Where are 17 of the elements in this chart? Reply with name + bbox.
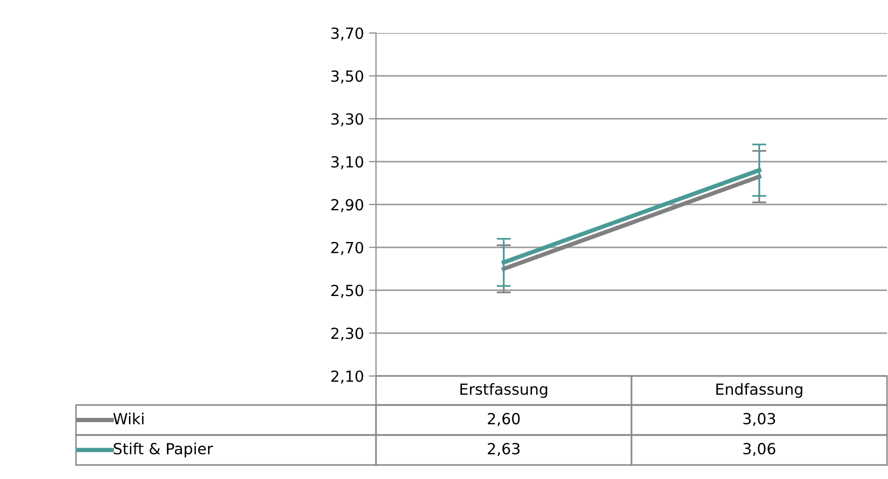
y-tick-label: 3,10 xyxy=(331,156,364,170)
y-tick-label: 3,30 xyxy=(331,113,364,126)
y-tick-label: 2,90 xyxy=(331,198,364,212)
data-label: 3,03 xyxy=(743,412,776,426)
y-tick-label: 2,10 xyxy=(331,370,364,384)
y-tick-label: 3,50 xyxy=(331,70,364,84)
data-label: 2,63 xyxy=(488,442,520,456)
y-tick-label: 2,30 xyxy=(331,328,364,341)
x-tick-label: Endfassung xyxy=(716,383,802,398)
y-tick-label: 3,70 xyxy=(331,27,364,41)
legend-label: Wiki xyxy=(113,412,144,424)
y-tick-label: 2,70 xyxy=(331,242,364,255)
data-label: 2,60 xyxy=(488,412,520,426)
y-tick-label: 2,50 xyxy=(331,284,364,298)
x-tick-label: Erstfassung xyxy=(460,383,548,398)
data-label: 3,06 xyxy=(743,442,776,456)
legend-label: Stift & Papier xyxy=(114,442,213,458)
